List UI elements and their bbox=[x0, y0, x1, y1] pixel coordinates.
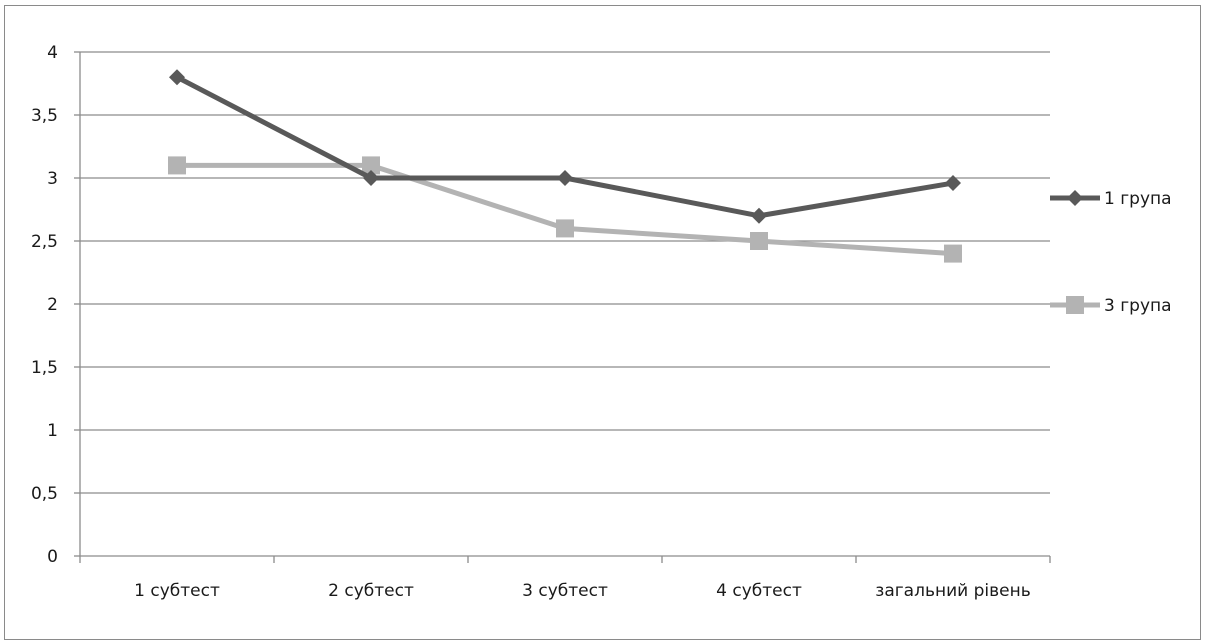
y-axis-tick-labels: 0 0,5 1 1,5 2 2,5 3 3,5 4 bbox=[31, 43, 58, 567]
x-axis-tick-labels: 1 субтест 2 субтест 3 субтест 4 субтест зага… bbox=[134, 581, 1031, 601]
data-point bbox=[556, 219, 574, 238]
legend-item: 1 група bbox=[1050, 189, 1172, 209]
data-point bbox=[362, 156, 380, 175]
y-tick-label: 2 bbox=[47, 295, 58, 315]
data-point bbox=[944, 244, 962, 263]
data-point bbox=[751, 207, 767, 224]
x-tick-label: 2 субтест bbox=[328, 581, 414, 601]
y-tick-label: 3,5 bbox=[31, 106, 58, 126]
legend-item: 3 група bbox=[1050, 296, 1172, 316]
series-2 bbox=[168, 156, 962, 263]
legend-label: 1 група bbox=[1104, 189, 1172, 209]
data-point bbox=[750, 232, 768, 250]
chart-frame bbox=[4, 5, 1201, 640]
legend: 1 група 3 група bbox=[1050, 189, 1172, 316]
legend-label: 3 група bbox=[1104, 296, 1172, 316]
data-point bbox=[945, 175, 961, 192]
y-tick-label: 3 bbox=[47, 169, 58, 189]
gridlines bbox=[80, 51, 1050, 494]
x-tick-label: 4 субтест bbox=[716, 581, 802, 601]
x-tick-label: загальний рівень bbox=[875, 581, 1030, 601]
y-tick-label: 2,5 bbox=[31, 232, 58, 252]
data-point bbox=[363, 170, 379, 186]
data-point bbox=[168, 156, 186, 175]
legend-swatch-marker bbox=[1067, 190, 1083, 206]
x-tick-label: 3 субтест bbox=[522, 581, 608, 601]
series-line bbox=[175, 74, 954, 219]
y-tick-label: 0 bbox=[47, 547, 58, 567]
x-tick-label: 1 субтест bbox=[134, 581, 220, 601]
series-group bbox=[168, 69, 962, 263]
y-tick-label: 0,5 bbox=[31, 484, 58, 504]
axes bbox=[74, 51, 1051, 563]
series-1 bbox=[169, 69, 961, 224]
y-tick-label: 4 bbox=[47, 43, 58, 63]
y-tick-label: 1,5 bbox=[31, 358, 58, 378]
data-point bbox=[557, 170, 573, 186]
y-tick-label: 1 bbox=[47, 421, 58, 441]
data-point bbox=[169, 69, 185, 86]
legend-swatch-marker bbox=[1066, 296, 1084, 314]
